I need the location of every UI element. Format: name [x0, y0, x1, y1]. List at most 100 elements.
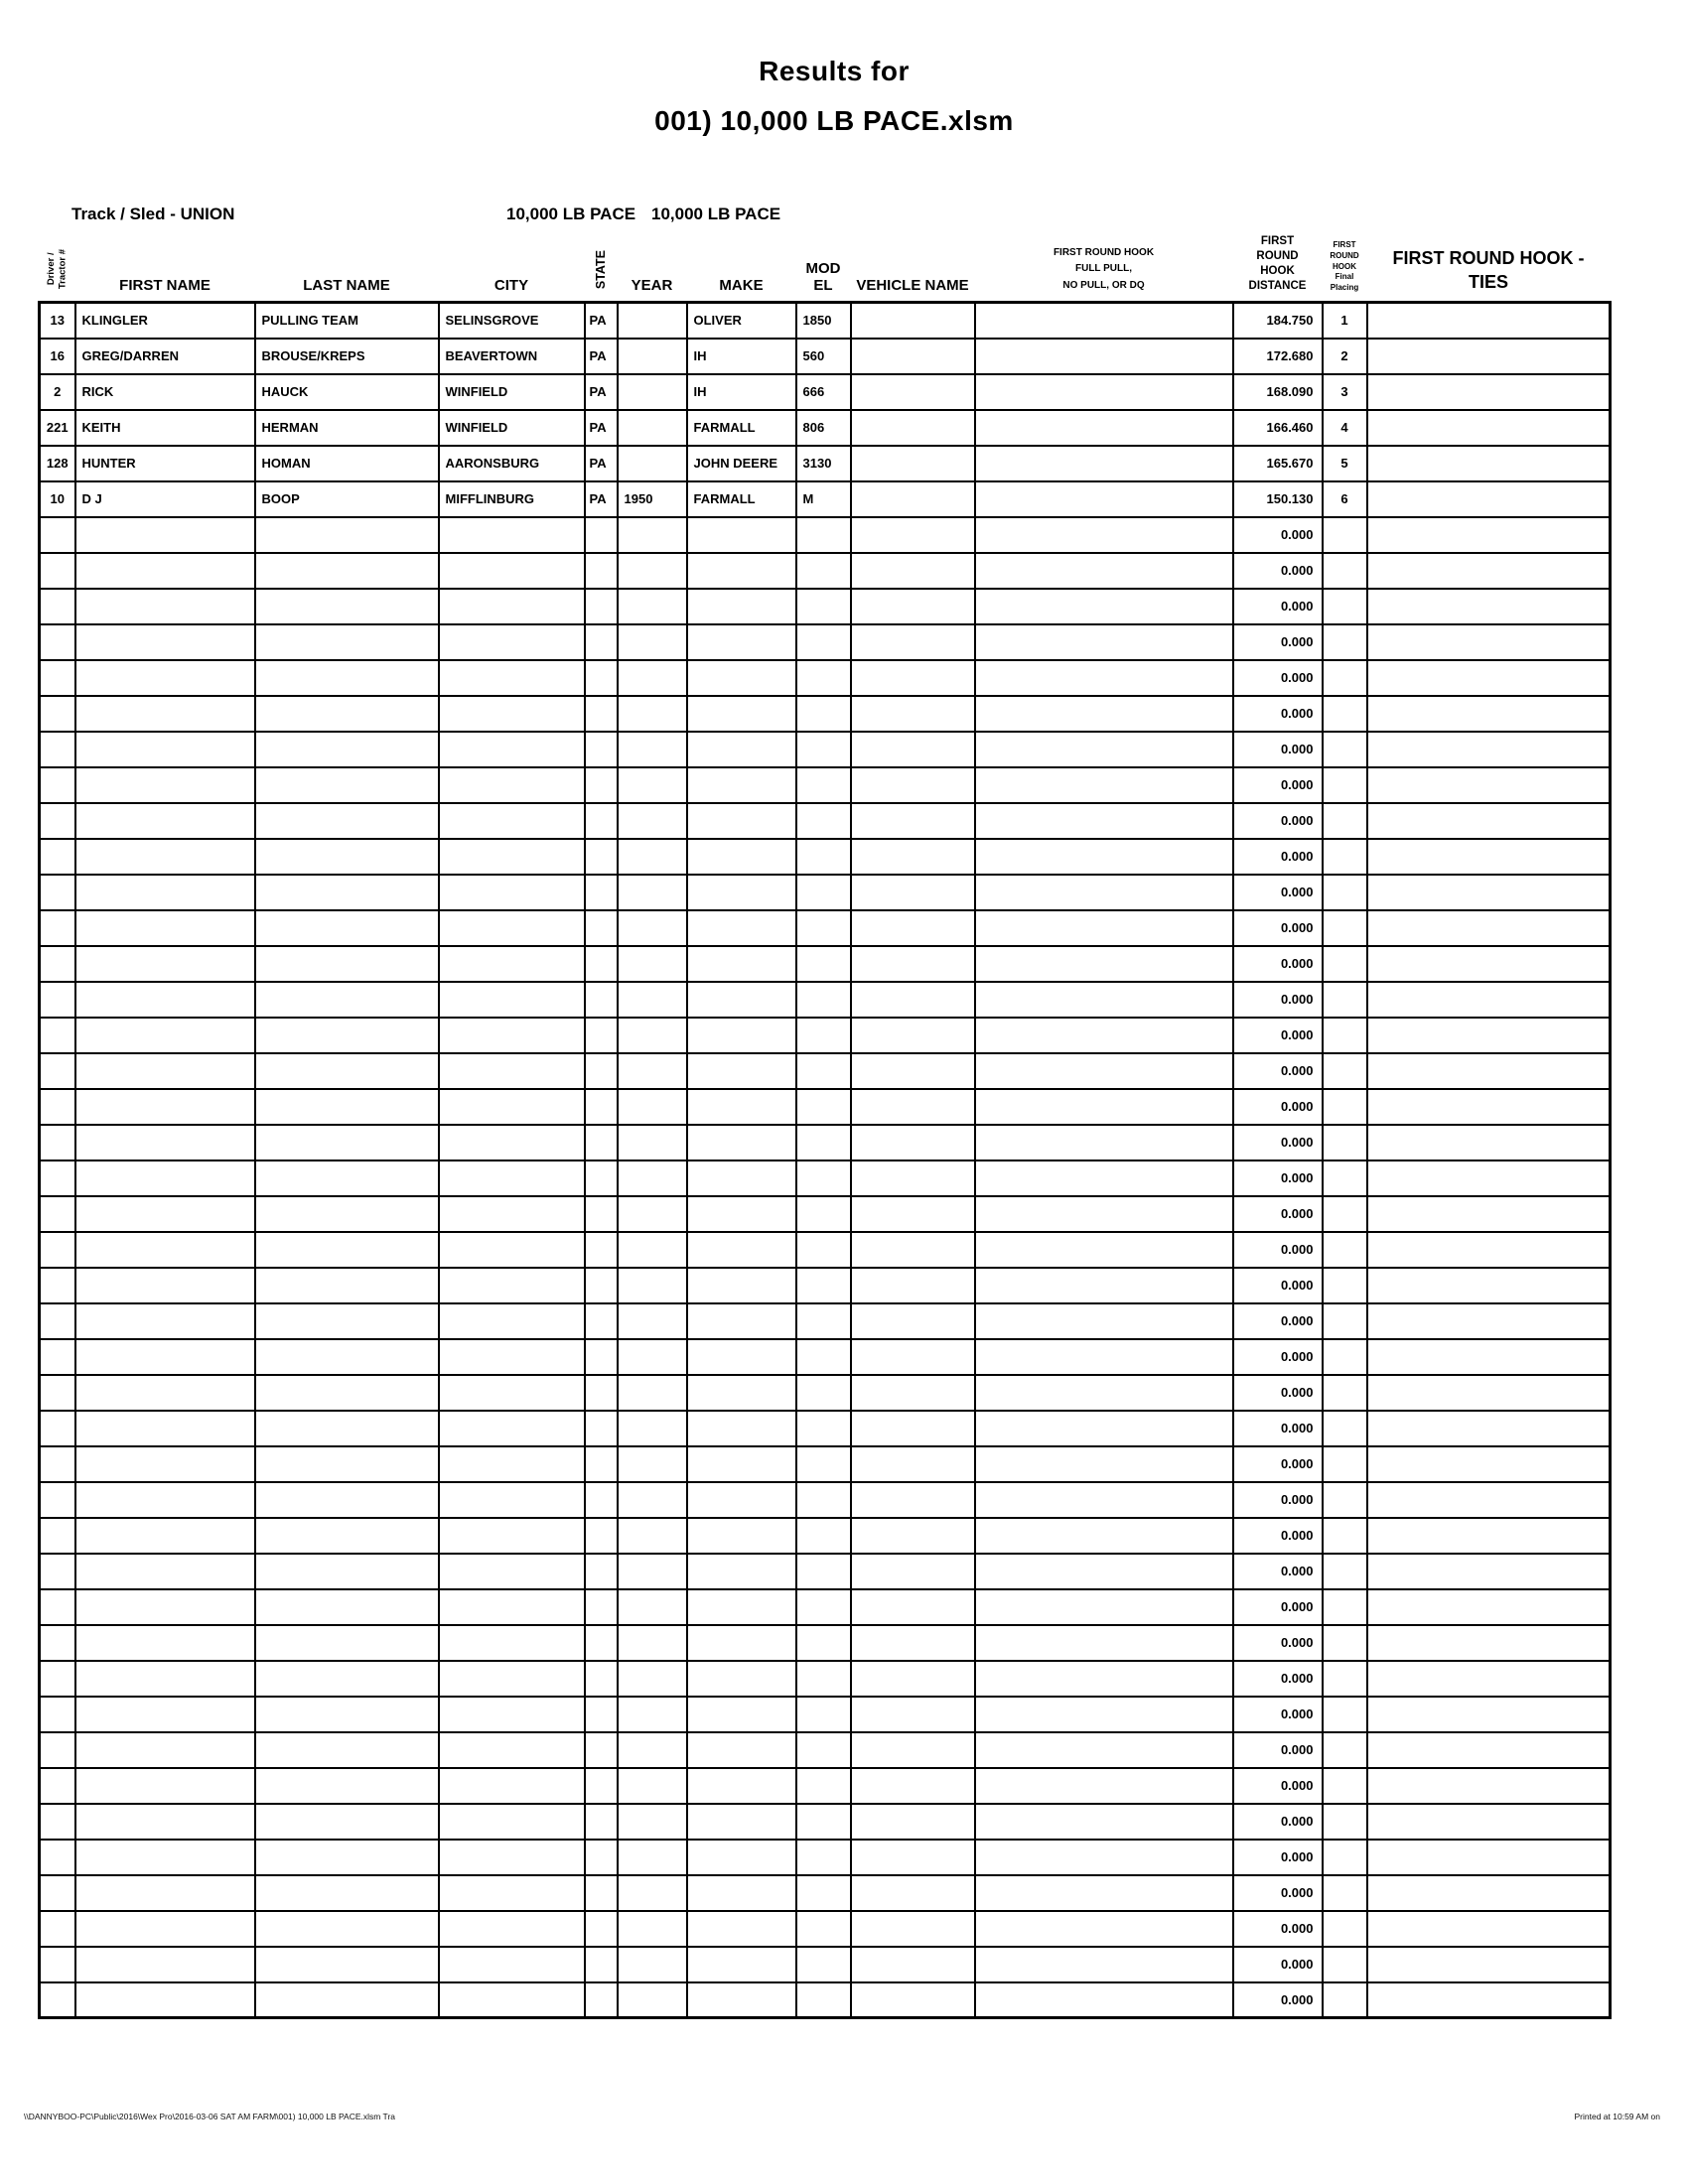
cell-vehicle	[849, 1480, 976, 1519]
cell-make	[685, 694, 797, 733]
cell-driver	[38, 1373, 76, 1412]
table-row-empty: 0.000	[38, 1016, 1612, 1054]
table-row-empty: 0.000	[38, 1409, 1612, 1447]
cell-first	[73, 1766, 256, 1805]
cell-ties	[1365, 1480, 1612, 1519]
cell-distance: 0.000	[1231, 1016, 1324, 1054]
cell-driver	[38, 1838, 76, 1876]
cell-fullpull	[973, 1909, 1234, 1948]
cell-city	[437, 587, 586, 625]
cell-placing	[1321, 1409, 1368, 1447]
cell-city	[437, 1266, 586, 1304]
cell-first	[73, 873, 256, 911]
cell-ties	[1365, 1945, 1612, 1983]
cell-make	[685, 1980, 797, 2019]
cell-model	[794, 1552, 852, 1590]
cell-vehicle	[849, 694, 976, 733]
cell-last	[253, 944, 440, 983]
cell-state: PA	[583, 337, 619, 375]
cell-distance: 0.000	[1231, 1516, 1324, 1555]
cell-driver	[38, 1409, 76, 1447]
cell-city	[437, 1194, 586, 1233]
cell-ties	[1365, 873, 1612, 911]
table-row-empty: 0.000	[38, 944, 1612, 983]
cell-driver	[38, 765, 76, 804]
cell-model	[794, 1766, 852, 1805]
cell-city	[437, 551, 586, 590]
cell-model	[794, 1409, 852, 1447]
cell-state: PA	[583, 372, 619, 411]
cell-year	[616, 837, 688, 876]
cell-year	[616, 1373, 688, 1412]
cell-model: 3130	[794, 444, 852, 482]
cell-first	[73, 1980, 256, 2019]
cell-ties	[1365, 1980, 1612, 2019]
cell-driver	[38, 1945, 76, 1983]
cell-city	[437, 1373, 586, 1412]
cell-model	[794, 801, 852, 840]
cell-vehicle	[849, 1016, 976, 1054]
cell-make	[685, 980, 797, 1019]
cell-fullpull	[973, 1766, 1234, 1805]
cell-make: IH	[685, 372, 797, 411]
cell-make: JOHN DEERE	[685, 444, 797, 482]
cell-distance: 0.000	[1231, 515, 1324, 554]
table-row-empty: 0.000	[38, 1194, 1612, 1233]
table-row-empty: 0.000	[38, 1659, 1612, 1698]
cell-city	[437, 765, 586, 804]
cell-vehicle	[849, 1516, 976, 1555]
cell-year	[616, 980, 688, 1019]
cell-fullpull	[973, 1587, 1234, 1626]
cell-last	[253, 873, 440, 911]
cell-model	[794, 1444, 852, 1483]
table-row-empty: 0.000	[38, 1730, 1612, 1769]
table-row-empty: 0.000	[38, 1051, 1612, 1090]
cell-make: OLIVER	[685, 301, 797, 340]
cell-first	[73, 1623, 256, 1662]
cell-driver	[38, 1051, 76, 1090]
cell-driver	[38, 551, 76, 590]
cell-last	[253, 1444, 440, 1483]
cell-distance: 0.000	[1231, 1945, 1324, 1983]
cell-last	[253, 1230, 440, 1269]
cell-vehicle	[849, 1623, 976, 1662]
cell-make	[685, 873, 797, 911]
cell-fullpull	[973, 1659, 1234, 1698]
cell-vehicle	[849, 1909, 976, 1948]
cell-last	[253, 801, 440, 840]
cell-city: SELINSGROVE	[437, 301, 586, 340]
cell-placing	[1321, 837, 1368, 876]
table-row: 128 HUNTER HOMAN AARONSBURG PA JOHN DEERE 3130…	[38, 444, 1612, 482]
cell-year	[616, 1909, 688, 1948]
footer-file-path: \\DANNYBOO-PC\Public\2016\Wex Pro\2016-0…	[24, 2112, 395, 2121]
cell-ties	[1365, 1516, 1612, 1555]
cell-last	[253, 1266, 440, 1304]
cell-year	[616, 1051, 688, 1090]
cell-model	[794, 622, 852, 661]
cell-fullpull	[973, 1301, 1234, 1340]
cell-first	[73, 1730, 256, 1769]
cell-first	[73, 1123, 256, 1161]
cell-fullpull	[973, 587, 1234, 625]
cell-year	[616, 1730, 688, 1769]
cell-distance: 0.000	[1231, 1980, 1324, 2019]
cell-vehicle	[849, 1301, 976, 1340]
col-header-driver-tractor: Driver / Tractor #	[46, 248, 69, 289]
cell-model	[794, 765, 852, 804]
cell-placing	[1321, 1730, 1368, 1769]
cell-last: HERMAN	[253, 408, 440, 447]
cell-ties	[1365, 1337, 1612, 1376]
cell-first	[73, 944, 256, 983]
table-row-empty: 0.000	[38, 1802, 1612, 1841]
col-header-first-round-hook-ties: FIRST ROUND HOOK - TIES	[1392, 248, 1585, 292]
cell-distance: 0.000	[1231, 1838, 1324, 1876]
cell-city	[437, 515, 586, 554]
cell-state	[583, 1623, 619, 1662]
cell-year	[616, 694, 688, 733]
col-header-vehicle-name: VEHICLE NAME	[856, 277, 969, 294]
cell-last	[253, 1409, 440, 1447]
cell-state	[583, 1838, 619, 1876]
cell-driver	[38, 1623, 76, 1662]
cell-first	[73, 1409, 256, 1447]
cell-last	[253, 1123, 440, 1161]
